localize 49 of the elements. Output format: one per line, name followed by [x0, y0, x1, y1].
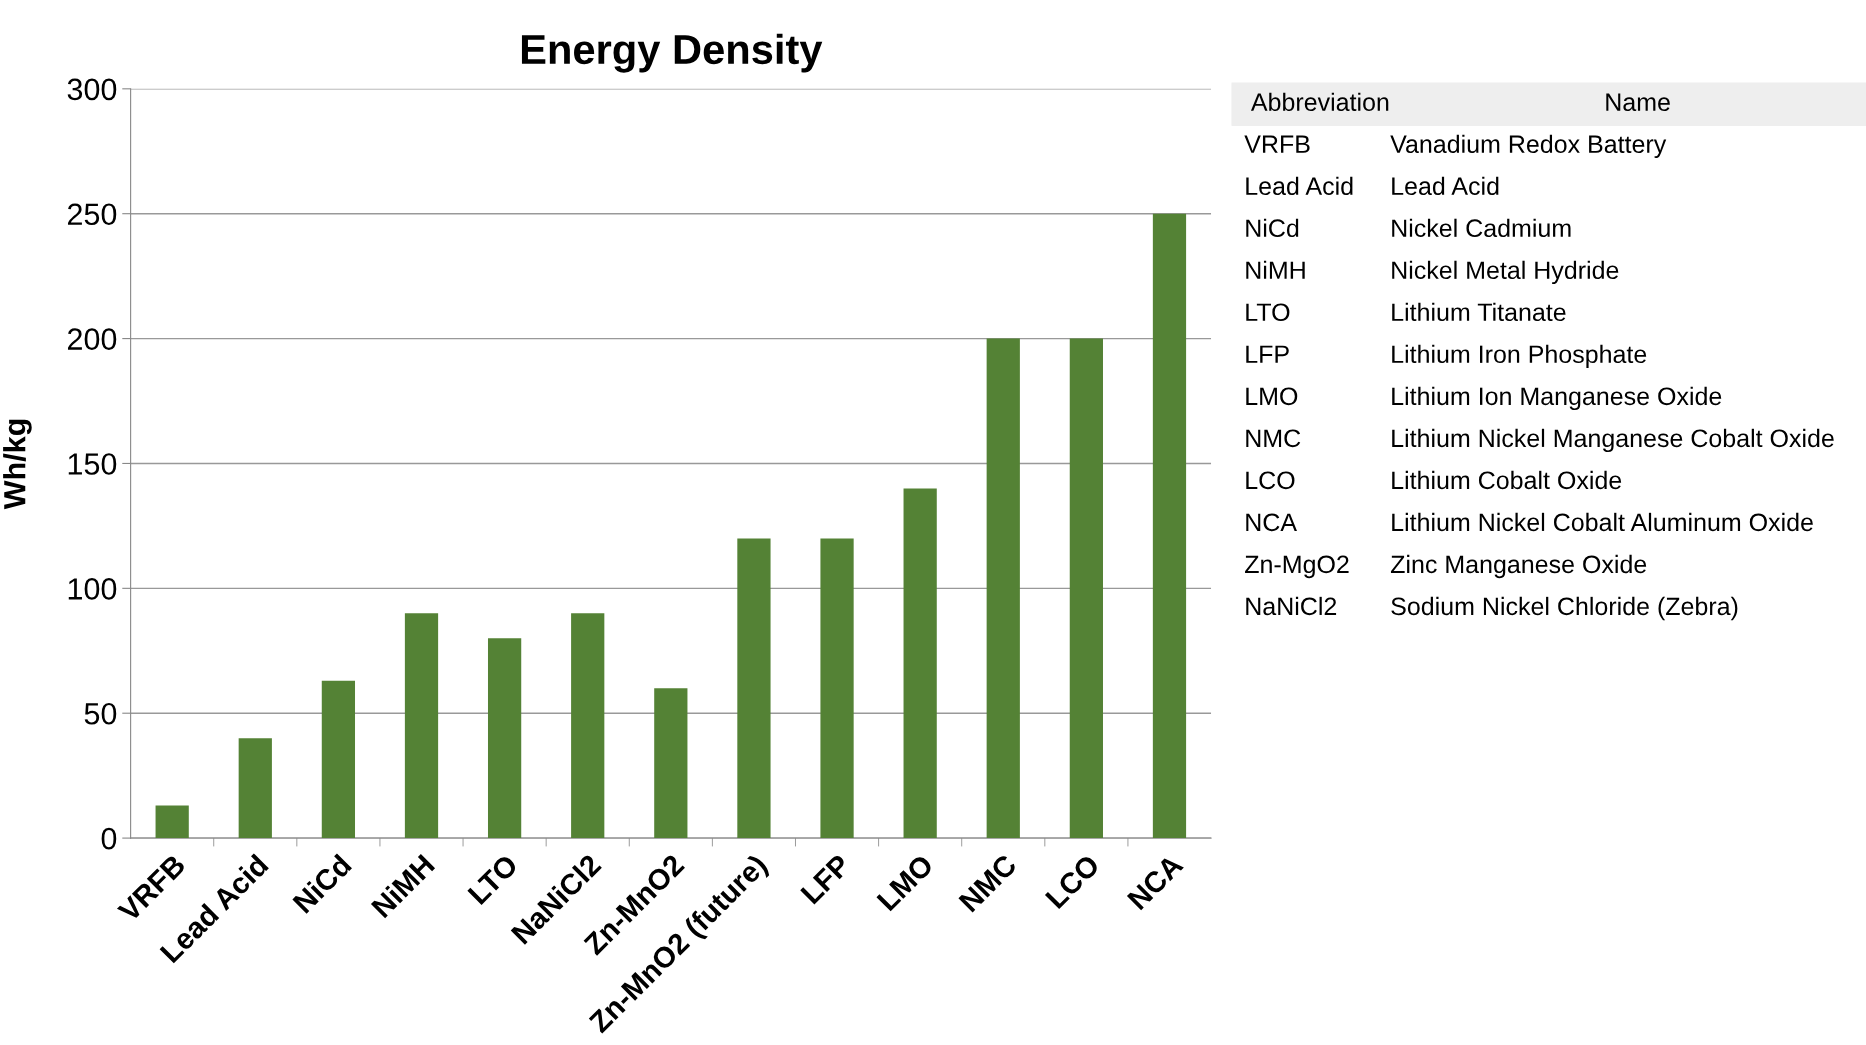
category-label: Name [1606, 93, 1670, 112]
text: Nickel Cadmium [1392, 218, 1571, 238]
bar [1069, 338, 1103, 839]
text: NCA [1246, 513, 1297, 532]
y-tick-label: 100 [68, 578, 117, 600]
text: Lead Acid [1246, 176, 1353, 196]
chart-title: Energy Density [521, 33, 823, 73]
text: Lead Acid [1392, 176, 1499, 196]
text: Sodium Nickel Chloride (Zebra) [1391, 596, 1738, 621]
y-tick-label: 50 [84, 702, 117, 725]
bar [1152, 213, 1187, 839]
text: Lithium Cobalt Oxide [1392, 470, 1622, 490]
y-tick-label: 150 [68, 453, 117, 475]
text: LMO [1246, 387, 1298, 406]
text: NaNiCl2 [1246, 596, 1337, 616]
bar [238, 738, 272, 839]
text: Lithium Ion Manganese Oxide [1392, 386, 1722, 411]
bar [737, 538, 771, 839]
text: LFP [1246, 345, 1289, 363]
x-tick-label: LFP [800, 853, 852, 905]
bar [654, 688, 688, 839]
bar [903, 488, 937, 839]
y-tick-label: 200 [67, 328, 117, 350]
bar [321, 680, 356, 839]
y-axis-title: Wh/kg [3, 419, 32, 510]
y-tick-label: 300 [67, 78, 117, 101]
bar [487, 638, 522, 839]
category-label: Abbreviation [1250, 92, 1389, 112]
text: Nickel Metal Hydride [1392, 260, 1619, 285]
text: Zinc Manganese Oxide [1390, 554, 1647, 579]
text: LCO [1246, 471, 1295, 490]
text: Lithium Nickel Cobalt Aluminum Oxide [1392, 512, 1813, 532]
text: NiMH [1246, 260, 1305, 279]
bar [820, 538, 854, 839]
text: Zn-MgO2 [1245, 555, 1349, 579]
text: LTO [1246, 303, 1290, 322]
bar [571, 613, 605, 839]
bar [986, 338, 1020, 839]
text: NMC [1246, 429, 1301, 448]
text: NiCd [1246, 218, 1299, 238]
text: Lithium Nickel Manganese Cobalt Oxide [1392, 428, 1834, 453]
text: Vanadium Redox Battery [1390, 134, 1667, 158]
bar [404, 613, 439, 839]
bar [155, 805, 189, 839]
y-tick-label: 250 [67, 203, 117, 226]
text: Lithium Titanate [1392, 302, 1566, 322]
y-tick-label: 0 [101, 827, 117, 850]
text: VRFB [1244, 135, 1310, 153]
text: Lithium Iron Phosphate [1392, 344, 1647, 369]
